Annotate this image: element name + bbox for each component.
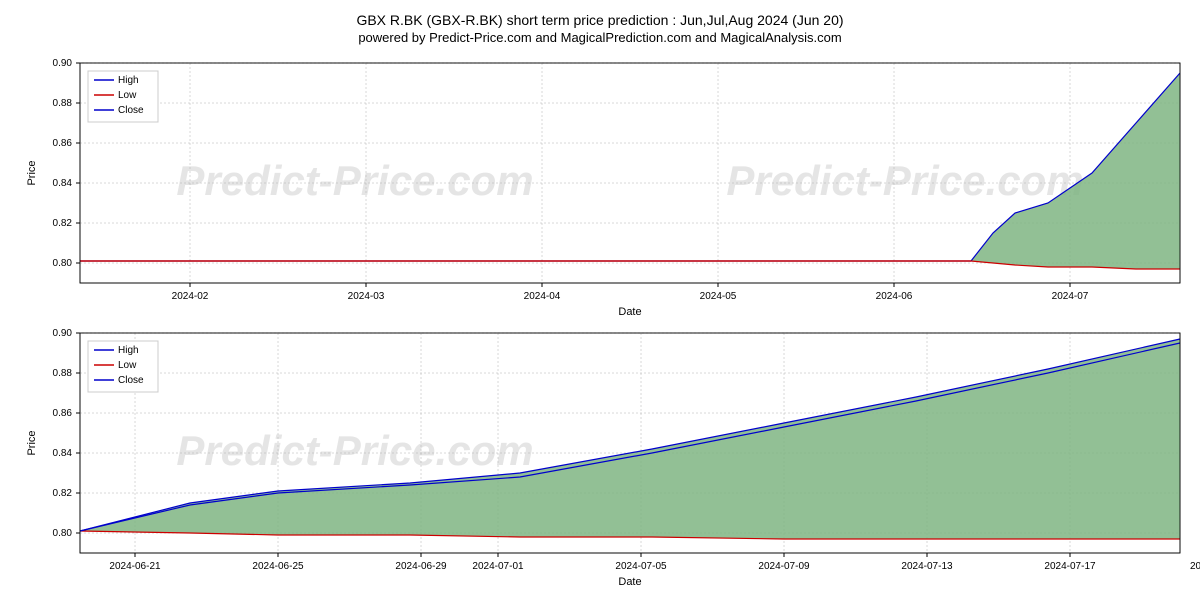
- x-tick-label: 2024-05: [700, 291, 737, 302]
- legend-label: High: [118, 345, 139, 356]
- x-tick-label: 2024-07-13: [901, 561, 953, 572]
- legend-label: High: [118, 75, 139, 86]
- x-tick-label: 2024-07-17: [1044, 561, 1096, 572]
- x-tick-label: 2024-07-05: [615, 561, 667, 572]
- x-tick-label: 2024-06-21: [109, 561, 161, 572]
- chart-container: GBX R.BK (GBX-R.BK) short term price pre…: [10, 12, 1190, 593]
- x-tick-label: 2024-07-09: [758, 561, 810, 572]
- x-tick-label: 2024-06-29: [395, 561, 447, 572]
- legend-label: Low: [118, 360, 137, 371]
- x-tick-label: 2024-07-01: [472, 561, 524, 572]
- legend-label: Close: [118, 375, 144, 386]
- x-tick-label: 2024-07-21: [1190, 561, 1200, 572]
- y-tick-label: 0.86: [53, 138, 73, 149]
- x-tick-label: 2024-06: [876, 291, 913, 302]
- y-tick-label: 0.80: [53, 528, 73, 539]
- y-axis-label: Price: [26, 430, 38, 455]
- y-tick-label: 0.90: [53, 58, 73, 69]
- y-tick-label: 0.90: [53, 328, 73, 339]
- y-axis-label: Price: [26, 160, 38, 185]
- chart-bottom: Predict-Price.com 0.80 0.82 0.84 0.86 0.88 0.9…: [10, 323, 1200, 593]
- watermark-text: Predict-Price.com: [726, 157, 1083, 204]
- y-tick-label: 0.82: [53, 218, 73, 229]
- x-axis-label: Date: [618, 576, 641, 588]
- x-axis-label: Date: [618, 306, 641, 318]
- y-tick-label: 0.84: [53, 178, 73, 189]
- x-tick-label: 2024-04: [524, 291, 561, 302]
- y-tick-label: 0.88: [53, 98, 73, 109]
- y-tick-label: 0.86: [53, 408, 73, 419]
- legend-label: Low: [118, 90, 137, 101]
- y-tick-label: 0.80: [53, 258, 73, 269]
- chart-title: GBX R.BK (GBX-R.BK) short term price pre…: [10, 12, 1190, 28]
- watermark-text: Predict-Price.com: [176, 427, 533, 474]
- x-tick-label: 2024-03: [348, 291, 385, 302]
- legend-label: Close: [118, 105, 144, 116]
- x-tick-label: 2024-02: [172, 291, 209, 302]
- y-tick-label: 0.82: [53, 488, 73, 499]
- x-tick-label: 2024-07: [1052, 291, 1089, 302]
- y-tick-label: 0.88: [53, 368, 73, 379]
- chart-subtitle: powered by Predict-Price.com and Magical…: [10, 30, 1190, 45]
- y-tick-label: 0.84: [53, 448, 73, 459]
- watermark-text: Predict-Price.com: [176, 157, 533, 204]
- chart-top: Predict-Price.com Predict-Price.com 0.80 0.…: [10, 53, 1200, 323]
- x-tick-label: 2024-06-25: [252, 561, 304, 572]
